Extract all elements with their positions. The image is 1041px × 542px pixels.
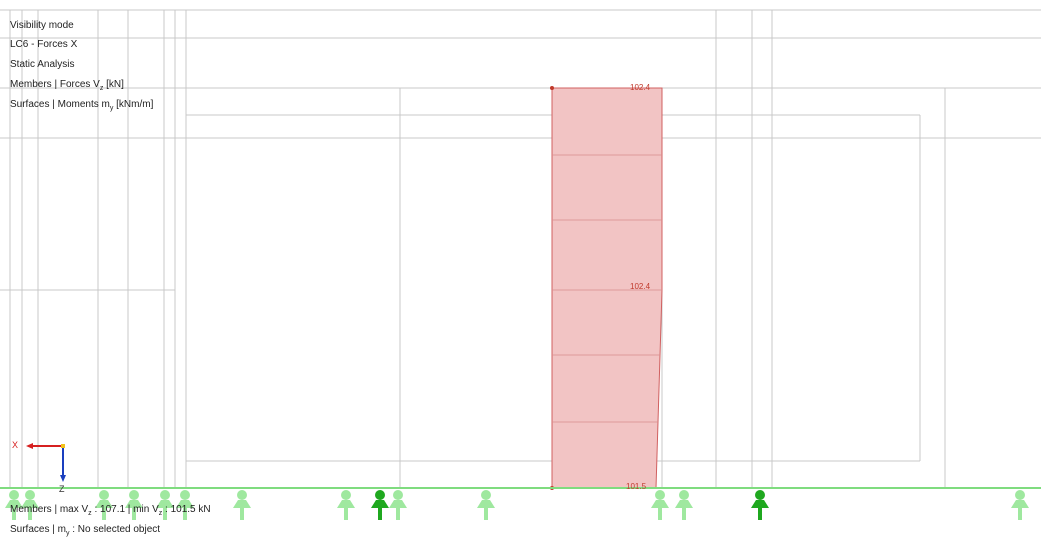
model-lines [0, 9, 1041, 488]
support-body [477, 500, 495, 508]
hinged-support-icon[interactable] [233, 490, 251, 520]
support-stem [658, 506, 662, 520]
result-diagram[interactable] [550, 86, 663, 490]
support-body [233, 500, 251, 508]
members-result-type: Members | Forces Vz [kN] [10, 79, 124, 92]
support-node [481, 490, 491, 500]
support-body [675, 500, 693, 508]
surfaces-summary: Surfaces | my : No selected object [10, 524, 161, 537]
support-stem [378, 506, 382, 520]
support-body [337, 500, 355, 508]
x-axis-label: X [12, 440, 19, 450]
support-node [341, 490, 351, 500]
hinged-support-icon[interactable] [176, 490, 194, 520]
z-axis-label: Z [59, 484, 65, 494]
support-body [5, 500, 23, 508]
support-stem [682, 506, 686, 520]
support-body [389, 500, 407, 508]
support-node [375, 490, 385, 500]
support-stem [396, 506, 400, 520]
support-node [25, 490, 35, 500]
support-body [1011, 500, 1029, 508]
hinged-support-icon[interactable] [156, 490, 174, 520]
coordinate-system [26, 443, 66, 482]
diagram-hatch-lines [552, 154, 662, 423]
hinged-support-icon[interactable] [675, 490, 693, 520]
support-stem [240, 506, 244, 520]
support-stem [758, 506, 762, 520]
members-summary: Members | max Vz : 107.1 | min Vz : 101.… [10, 504, 211, 517]
support-stem [344, 506, 348, 520]
support-node [129, 490, 139, 500]
support-stem [183, 506, 187, 520]
diagram-value-top: 102.4 [630, 83, 651, 92]
support-node [237, 490, 247, 500]
support-stem [28, 506, 32, 520]
load-case-text: LC6 - Forces X [10, 39, 78, 50]
node-top[interactable] [550, 86, 554, 90]
hinged-support-icon[interactable] [389, 490, 407, 520]
x-axis-arrowhead [26, 443, 33, 449]
support-body [156, 500, 174, 508]
support-body [176, 500, 194, 508]
hinged-support-icon[interactable] [95, 490, 113, 520]
surfaces-result-type: Surfaces | Moments my [kNm/m] [10, 99, 154, 112]
support-body [125, 500, 143, 508]
fixed-support-icon[interactable] [751, 490, 769, 520]
hinged-support-icon[interactable] [477, 490, 495, 520]
support-node [393, 490, 403, 500]
support-stem [102, 506, 106, 520]
support-node [679, 490, 689, 500]
origin-marker [61, 444, 65, 448]
hinged-support-icon[interactable] [21, 490, 39, 520]
fixed-support-icon[interactable] [371, 490, 389, 520]
support-stem [12, 506, 16, 520]
support-stem [163, 506, 167, 520]
support-node [1015, 490, 1025, 500]
shear-force-diagram[interactable] [551, 87, 663, 489]
support-node [180, 490, 190, 500]
support-stem [132, 506, 136, 520]
support-node [755, 490, 765, 500]
diagram-value-bottom: 101.5 [626, 482, 647, 491]
support-node [9, 490, 19, 500]
analysis-type-text: Static Analysis [10, 59, 75, 70]
hinged-support-icon[interactable] [337, 490, 355, 520]
hinged-support-icon[interactable] [125, 490, 143, 520]
support-stem [1018, 506, 1022, 520]
support-node [160, 490, 170, 500]
support-node [99, 490, 109, 500]
hinged-support-icon[interactable] [1011, 490, 1029, 520]
support-node [655, 490, 665, 500]
visibility-mode-text: Visibility mode [10, 20, 74, 31]
support-stem [484, 506, 488, 520]
diagram-value-middle: 102.4 [630, 282, 651, 291]
hinged-support-icon[interactable] [5, 490, 23, 520]
z-axis-arrowhead [60, 475, 66, 482]
support-body [371, 500, 389, 508]
hinged-support-icon[interactable] [651, 490, 669, 520]
support-body [21, 500, 39, 508]
supports [5, 490, 1029, 520]
support-body [95, 500, 113, 508]
support-body [751, 500, 769, 508]
support-body [651, 500, 669, 508]
